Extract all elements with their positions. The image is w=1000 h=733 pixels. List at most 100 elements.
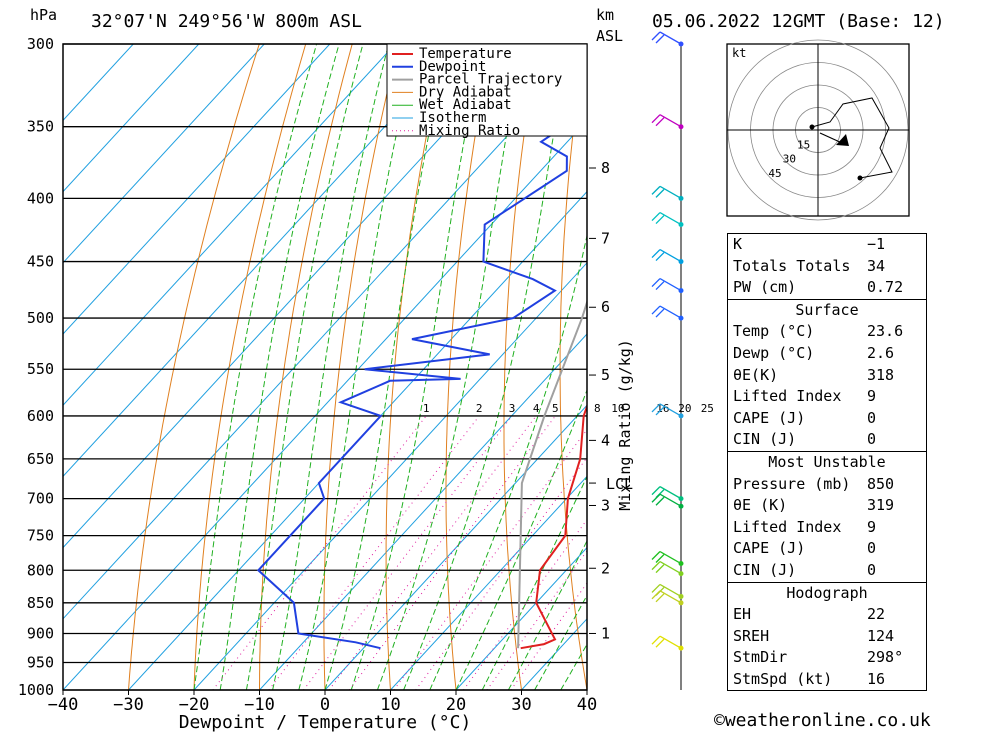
wind-barb-flag — [651, 114, 661, 124]
wind-barb-flag — [655, 34, 665, 44]
surface-row: CAPE (J) 0 — [733, 408, 877, 427]
hodo-row: StmSpd (kt) 16 — [733, 669, 886, 688]
legend-label: Dewpoint — [419, 59, 486, 75]
wind-barb-flag — [651, 249, 661, 259]
wet-adiabat-line — [298, 44, 418, 690]
mixing-ratio-label: 8 — [594, 402, 601, 415]
wind-barb — [651, 550, 682, 565]
wind-barb-flag — [655, 252, 665, 262]
x-tick-label: −20 — [179, 695, 210, 715]
dry-adiabat-line — [445, 44, 492, 690]
x-tick-label: −30 — [113, 695, 144, 715]
mixing-ratio-label: 5 — [552, 402, 559, 415]
mixing-ratio-label: 4 — [533, 402, 540, 415]
isotherm-line — [324, 404, 587, 690]
hodograph-unit-label: kt — [732, 46, 746, 60]
hodo-row: SREH 124 — [733, 626, 895, 645]
mixing-ratio-label: 1 — [423, 402, 430, 415]
wind-barb-flag — [655, 188, 665, 198]
wind-barb — [651, 305, 682, 319]
wind-barb-flag — [655, 117, 665, 127]
legend-label: Isotherm — [419, 110, 486, 126]
y-tick-label: 450 — [27, 253, 54, 271]
wind-barb-flag — [651, 31, 661, 41]
location-title: 32°07'N 249°56'W 800m ASL — [91, 11, 362, 32]
wind-barb-flag — [651, 590, 661, 600]
wet-adiabat-line — [245, 44, 364, 690]
wind-barb-shaft — [659, 590, 682, 604]
surface-row: Dewp (°C) 2.6 — [733, 343, 895, 362]
surface-row: θE(K) 318 — [733, 365, 895, 384]
km-tick-label: 1 — [601, 624, 610, 642]
legend-label: Mixing Ratio — [419, 123, 520, 139]
dry-adiabat-line — [503, 44, 539, 690]
y-tick-label: 750 — [27, 527, 54, 545]
y-tick-label: 800 — [27, 561, 54, 579]
x-axis-label: Dewpoint / Temperature (°C) — [179, 712, 472, 733]
wind-barb-shaft — [659, 561, 682, 575]
wet-adiabat-line — [350, 44, 484, 690]
isotherm-line — [63, 44, 462, 478]
mixing-ratio-line — [463, 518, 587, 690]
wind-barb-flag — [651, 486, 661, 496]
y-tick-label: 1000 — [18, 681, 54, 699]
km-tick-label: 5 — [601, 366, 610, 384]
isotherm-line — [63, 44, 527, 549]
dry-adiabat-line — [128, 44, 260, 690]
mu-row: CIN (J) 0 — [733, 560, 877, 579]
x-tick-label: 0 — [320, 695, 330, 715]
km-tick-label: 2 — [601, 559, 610, 577]
hodograph-table-title: Hodograph — [786, 583, 868, 602]
y-tick-label: 400 — [27, 189, 54, 207]
datetime-title: 05.06.2022 12GMT (Base: 12) — [652, 11, 945, 32]
y-tick-label: 550 — [27, 360, 54, 378]
wind-barb-shaft — [659, 185, 682, 199]
wind-barb-flag — [651, 551, 661, 560]
isotherm-line — [455, 546, 587, 690]
temperature-line — [520, 403, 587, 650]
wind-barb-shaft — [659, 550, 682, 565]
wind-barb-flag — [651, 635, 661, 645]
mu-row: θE (K) 319 — [733, 496, 895, 515]
isotherm-line — [63, 44, 200, 193]
wind-barb — [651, 114, 682, 128]
wind-barb — [651, 493, 682, 507]
wet-adiabat-line — [455, 388, 587, 690]
mixing-ratio-line — [393, 428, 587, 690]
wind-barb-flag — [651, 305, 661, 315]
wind-barb-flag — [651, 403, 661, 413]
mixing-ratio-label: 20 — [678, 402, 691, 415]
plot-frame — [62, 43, 588, 691]
wind-barb-flag — [655, 406, 665, 416]
wind-barb-flag — [655, 593, 665, 603]
wind-barb-shaft — [659, 583, 682, 598]
x-tick-label: 30 — [511, 695, 531, 715]
wind-barb-shaft — [659, 486, 682, 500]
wind-barb-shaft — [659, 31, 682, 45]
mixing-ratio-line — [510, 582, 587, 690]
isotherm-line — [390, 475, 587, 690]
wind-barb-flag — [655, 215, 665, 224]
hodograph-ring-label: 30 — [783, 153, 796, 166]
dry-adiabat-line — [956, 44, 1000, 690]
wind-barb — [651, 211, 682, 226]
wind-barb-flag — [655, 496, 665, 506]
isotherm-line — [128, 190, 587, 690]
dry-adiabat-line — [193, 44, 307, 690]
surface-row: CIN (J) 0 — [733, 430, 877, 449]
legend-label: Temperature — [419, 46, 512, 62]
storm-motion-marker — [836, 134, 849, 146]
wet-adiabat-line — [507, 539, 587, 690]
mixing-ratio-label: 3 — [509, 402, 516, 415]
isotherm-line — [63, 119, 587, 690]
wind-barb-shaft — [659, 211, 682, 226]
wind-barb-shaft — [659, 403, 682, 417]
footer-copyright[interactable]: ©weatheronline.co.uk — [714, 710, 931, 731]
indices-table: K −1 Totals Totals 34 PW (cm) 0.72 Surface … — [727, 233, 927, 692]
x-tick-label: −40 — [48, 695, 79, 715]
km-tick-label: 3 — [601, 496, 610, 514]
dewpoint-line — [256, 51, 587, 650]
wind-barb-shaft — [659, 635, 682, 649]
wind-barb — [651, 635, 682, 649]
wet-adiabat-line — [481, 475, 587, 690]
